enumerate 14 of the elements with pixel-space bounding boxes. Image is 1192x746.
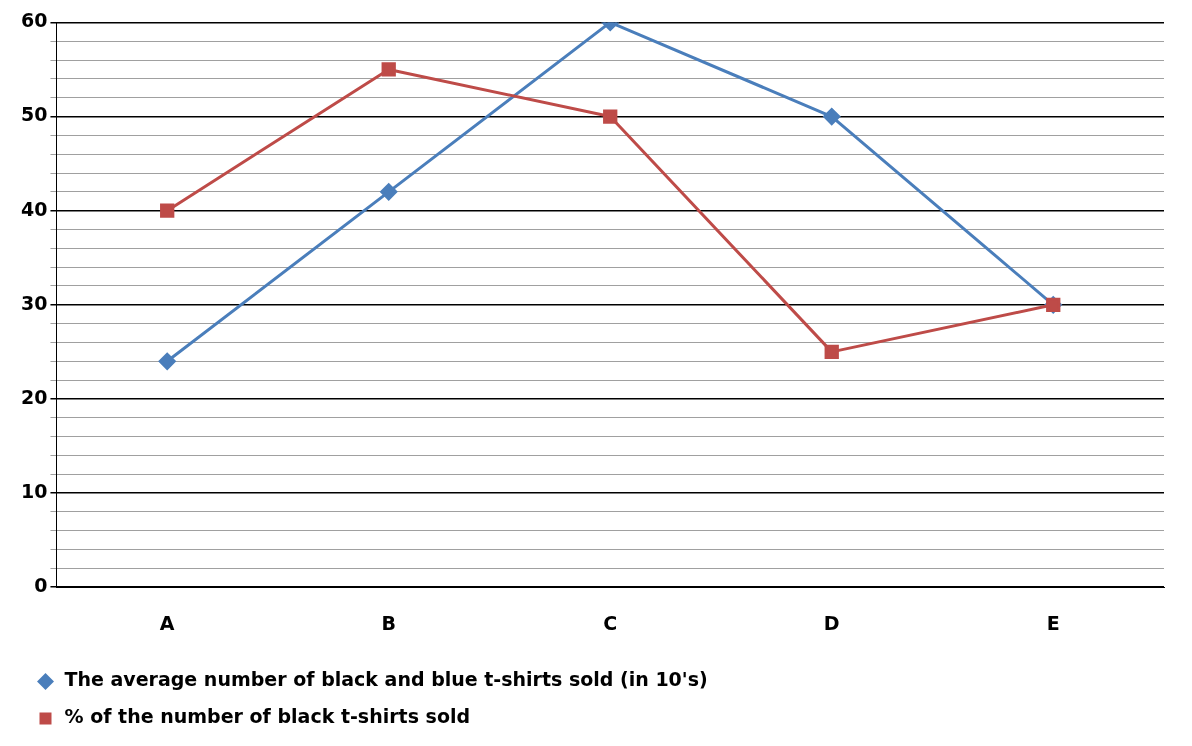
- y-tick-label: 60: [20, 9, 48, 32]
- legend-label: The average number of black and blue t-shirts sold (in 10's): [64, 668, 708, 691]
- y-tick-label: 10: [20, 480, 48, 502]
- y-tick-label: 50: [20, 103, 48, 126]
- y-tick-label: 20: [20, 385, 48, 408]
- y-tick-label: 40: [20, 197, 48, 220]
- x-tick-label: C: [603, 611, 618, 634]
- y-tick-label: 30: [20, 291, 48, 314]
- x-tick-label: D: [823, 611, 840, 634]
- y-tick-label: 0: [34, 574, 48, 597]
- x-tick-label: B: [381, 611, 396, 634]
- legend-label: % of the number of black t-shirts sold: [64, 705, 471, 728]
- x-tick-label: E: [1046, 611, 1060, 634]
- x-tick-label: A: [159, 611, 175, 634]
